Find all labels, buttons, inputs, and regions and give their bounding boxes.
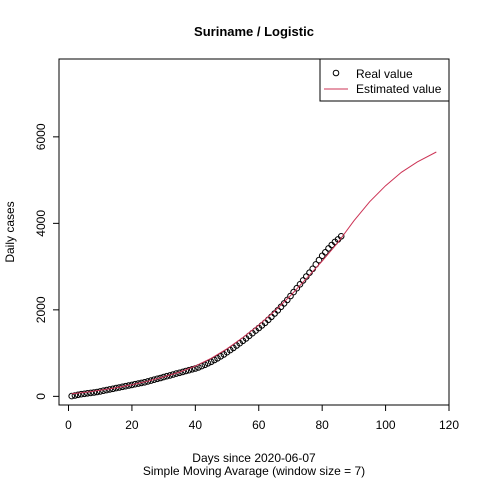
data-point (90, 389, 98, 396)
y-tick-label-4000: 4000 (34, 210, 48, 237)
x-tick-label-100: 100 (376, 418, 396, 432)
data-point (293, 284, 301, 292)
legend-box (319, 58, 450, 102)
data-point (84, 390, 91, 397)
legend-marker-real (332, 69, 340, 77)
x-tick-label-120: 120 (439, 418, 459, 432)
legend-label-estimated: Estimated value (356, 82, 442, 96)
legend: Real value Estimated value (319, 58, 450, 102)
y-axis-label: Daily cases (3, 201, 17, 262)
data-point (299, 277, 307, 284)
x-tick-label-40: 40 (189, 418, 203, 432)
data-point (74, 391, 82, 399)
data-point (337, 233, 345, 240)
x-axis-subtitle: Simple Moving Avarage (window size = 7) (143, 464, 365, 478)
data-point (318, 252, 326, 260)
x-tick-label-20: 20 (125, 418, 139, 432)
data-point (217, 353, 224, 360)
data-point (77, 390, 85, 398)
data-point (204, 360, 212, 367)
data-point (207, 358, 215, 366)
data-point (322, 249, 329, 256)
y-axis: 0 2000 4000 6000 (34, 123, 60, 400)
data-point (81, 390, 88, 398)
x-tick-label-80: 80 (315, 418, 329, 432)
chart-title: Suriname / Logistic (194, 24, 314, 39)
plot-frame (58, 58, 450, 406)
data-point (163, 372, 171, 380)
data-point (290, 288, 297, 296)
data-point (185, 366, 193, 374)
series-layer (68, 151, 437, 400)
series-line-estimated (71, 151, 437, 395)
data-point (325, 245, 332, 252)
data-point (284, 296, 291, 304)
data-point (96, 388, 104, 395)
x-tick-label-60: 60 (252, 418, 266, 432)
x-tick-label-0: 0 (65, 418, 72, 432)
data-point (154, 375, 161, 383)
x-axis-label: Days since 2020-06-07 (192, 451, 316, 465)
data-point (160, 373, 167, 381)
y-tick-label-6000: 6000 (34, 123, 48, 150)
data-point (315, 256, 323, 264)
data-point (150, 376, 158, 384)
data-point (188, 366, 196, 373)
data-point (87, 389, 94, 397)
data-point (296, 281, 304, 288)
data-point (71, 392, 79, 399)
data-point (93, 388, 101, 396)
data-point (201, 361, 209, 369)
y-tick-label-0: 0 (34, 393, 48, 400)
legend-label-real: Real value (356, 67, 413, 81)
x-axis: 0 20 40 60 80 100 120 (65, 404, 459, 432)
y-tick-label-2000: 2000 (34, 296, 48, 323)
